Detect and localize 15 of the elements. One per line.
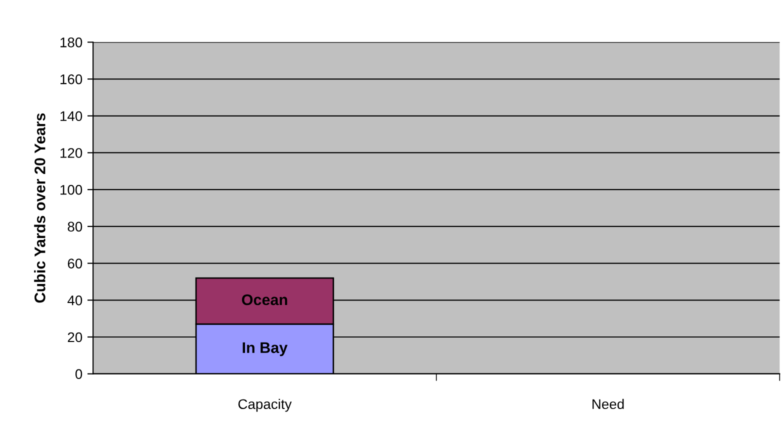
y-tick-label: 160 bbox=[60, 74, 82, 84]
y-tick-label: 120 bbox=[60, 148, 82, 158]
x-tick-label: Need bbox=[592, 398, 624, 410]
y-tick-label: 0 bbox=[75, 369, 82, 380]
y-tick-label: 100 bbox=[60, 184, 82, 195]
y-tick-label: 180 bbox=[60, 38, 82, 48]
x-tick-label: Capacity bbox=[238, 398, 292, 412]
y-tick-label: 80 bbox=[68, 222, 82, 232]
y-tick-label: 60 bbox=[68, 258, 82, 268]
series-label: In Bay bbox=[242, 342, 288, 356]
y-tick-label: 40 bbox=[68, 295, 82, 306]
series-label: Ocean bbox=[242, 294, 288, 306]
y-tick-label: 20 bbox=[68, 332, 82, 342]
y-axis-title: Cubic Yards over 20 Years bbox=[34, 113, 46, 303]
y-tick-label: 140 bbox=[60, 111, 82, 122]
